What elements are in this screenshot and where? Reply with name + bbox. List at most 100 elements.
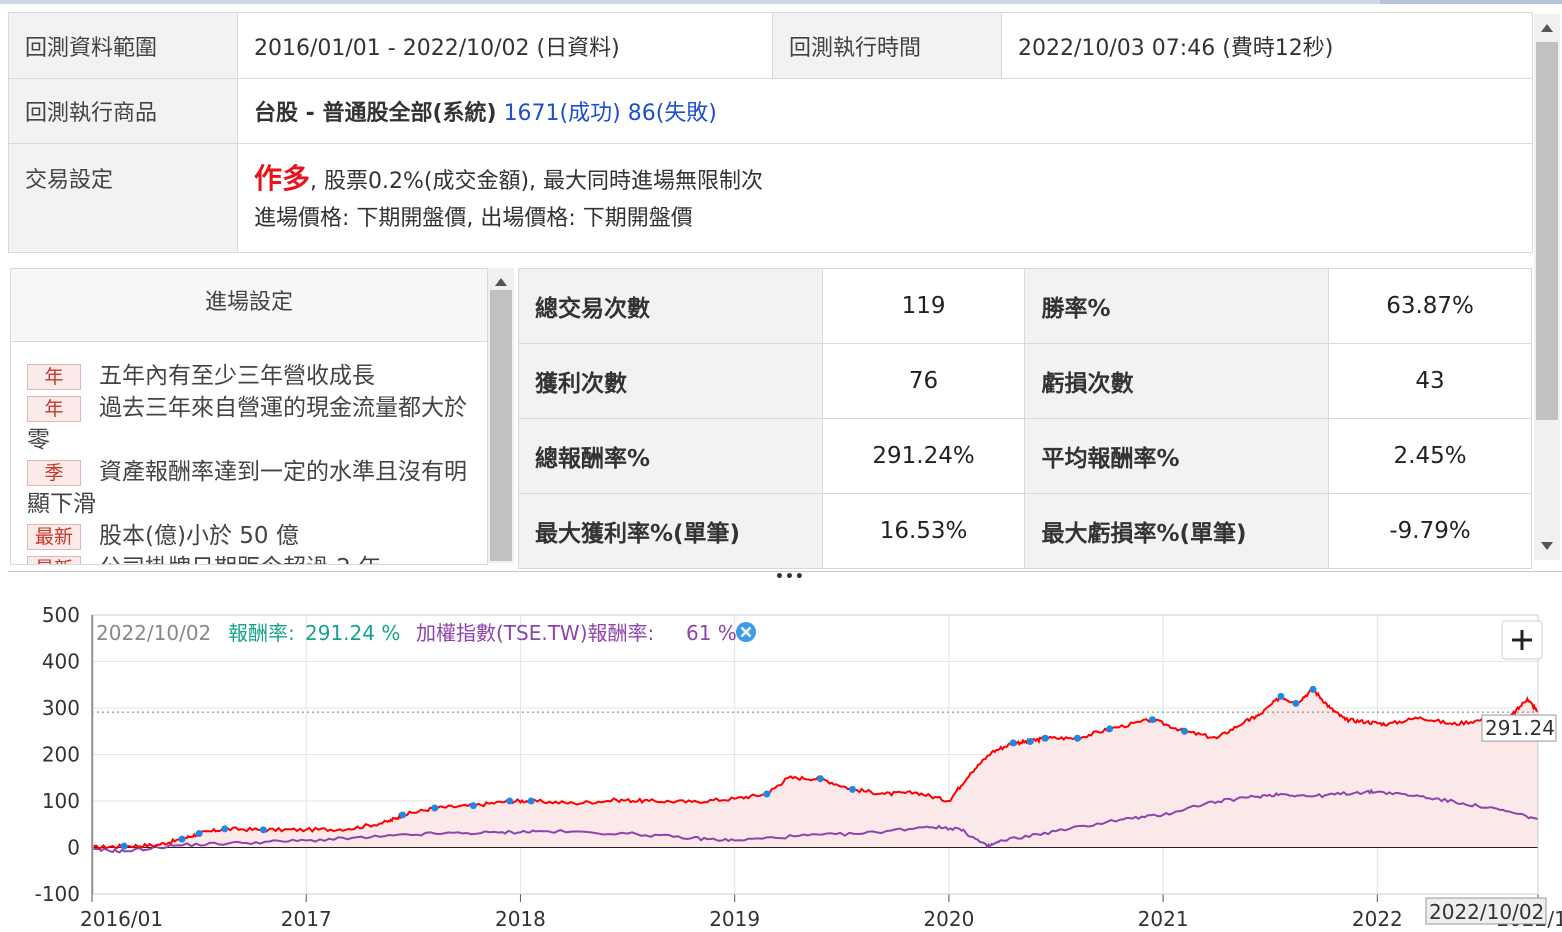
x-tick-label: 2017 [281, 907, 332, 931]
avg-return-label: 平均報酬率% [1024, 418, 1330, 494]
max-profit-value: 16.53% [821, 493, 1026, 569]
product-success-link[interactable]: 1671(成功) [503, 101, 621, 126]
trade-marker [1041, 734, 1049, 742]
avg-return-value: 2.45% [1328, 418, 1532, 494]
y-tick-label: 500 [42, 603, 80, 627]
condition-item: 年五年內有至少三年營收成長 [11, 360, 487, 392]
plus-icon[interactable] [1512, 630, 1532, 650]
top-bar-tab [1380, 0, 1562, 4]
profit-count-label: 獲利次數 [518, 343, 823, 419]
trade-label: 交易設定 [8, 143, 238, 253]
return-chart: 500 400 300 200 100 0 -100 2016/01 2017 2018 2019… [35, 603, 1562, 931]
trade-marker [259, 826, 267, 834]
x-tick-label: 2016/01 [80, 907, 163, 931]
total-return-value: 291.24% [821, 418, 1026, 494]
product-prefix: 台股 - 普通股全部(系統) [254, 101, 497, 126]
legend-index-value: 61 % [686, 621, 737, 645]
entry-scrollbar[interactable] [488, 268, 514, 563]
scroll-up-icon[interactable] [1541, 24, 1553, 32]
index-series-line [91, 788, 1539, 854]
y-tick-label: 200 [42, 743, 80, 767]
entry-scroll-thumb[interactable] [490, 290, 512, 561]
y-tick-label: -100 [35, 882, 80, 906]
legend-close-icon[interactable] [736, 622, 756, 642]
product-value: 台股 - 普通股全部(系統) 1671(成功) 86(失敗) [237, 78, 1533, 144]
resize-handle-icon[interactable]: ••• [775, 569, 805, 585]
x-tick-label: 2021 [1138, 907, 1189, 931]
trade-marker [848, 785, 856, 793]
scroll-thumb[interactable] [1536, 42, 1558, 420]
trade-marker [1148, 716, 1156, 724]
x-tick-label: 2022 [1352, 907, 1403, 931]
period-badge: 季 [27, 459, 81, 486]
trade-marker [1026, 737, 1034, 745]
range-label: 回測資料範圍 [8, 12, 238, 79]
y-tick-label: 0 [67, 836, 80, 860]
legend-date: 2022/10/02 [96, 621, 211, 645]
trade-marker [195, 830, 203, 838]
trade-marker [1292, 699, 1300, 707]
trade-value: 作多, 股票0.2%(成交金額), 最大同時進場無限制次 進場價格: 下期開盤價… [237, 143, 1533, 253]
profit-count-value: 76 [821, 343, 1026, 419]
win-rate-label: 勝率% [1024, 268, 1330, 344]
legend-strategy-value: 291.24 % [305, 621, 400, 645]
y-tick-label: 300 [42, 696, 80, 720]
trade-marker [1309, 685, 1317, 693]
period-badge: 最新 [27, 555, 81, 564]
trade-marker [1181, 727, 1189, 735]
main-scrollbar[interactable] [1534, 14, 1560, 560]
condition-text: 股本(億)小於 50 億 [99, 523, 299, 549]
entry-scroll-up-icon[interactable] [495, 278, 507, 286]
crosshair-date-text: 2022/10/02 [1429, 900, 1544, 924]
trade-line2: 進場價格: 下期開盤價, 出場價格: 下期開盤價 [254, 205, 693, 231]
trade-marker [1009, 739, 1017, 747]
range-value: 2016/01/01 - 2022/10/02 (日資料) [237, 12, 773, 79]
strategy-area [92, 689, 1538, 849]
period-badge: 年 [27, 363, 81, 390]
x-tick-label: 2018 [495, 907, 546, 931]
condition-text: 五年內有至少三年營收成長 [99, 363, 375, 389]
scroll-down-icon[interactable] [1541, 542, 1553, 550]
condition-text: 資產報酬率達到一定的水準且沒有明顯下滑 [27, 459, 467, 517]
legend-index-label: 加權指數(TSE.TW)報酬率: [416, 621, 654, 645]
last-value-text: 291.24 [1485, 716, 1555, 740]
condition-item: 最新 公司掛牌日期距今超過 2 年 [11, 552, 487, 564]
trade-marker [506, 797, 514, 805]
trade-marker [469, 802, 477, 810]
condition-text: 過去三年來自營運的現金流量都大於零 [27, 395, 467, 453]
total-trades-label: 總交易次數 [518, 268, 823, 344]
plot-frame [92, 614, 1539, 895]
trade-marker [1073, 734, 1081, 742]
trade-marker [1277, 692, 1285, 700]
max-loss-value: -9.79% [1328, 493, 1532, 569]
max-loss-label: 最大虧損率%(單筆) [1024, 493, 1330, 569]
product-label: 回測執行商品 [8, 78, 238, 144]
total-trades-value: 119 [821, 268, 1026, 344]
trade-direction: 作多 [254, 161, 311, 195]
trade-line1: , 股票0.2%(成交金額), 最大同時進場無限制次 [310, 168, 764, 194]
exec-time-label: 回測執行時間 [772, 12, 1002, 79]
condition-item: 季資產報酬率達到一定的水準且沒有明顯下滑 [11, 456, 487, 520]
legend-strategy-label: 報酬率: [228, 621, 295, 645]
win-rate-value: 63.87% [1328, 268, 1532, 344]
panel-divider[interactable] [8, 571, 1562, 572]
x-tick-label: 2019 [709, 907, 760, 931]
trade-marker [120, 842, 128, 850]
trade-marker [399, 811, 407, 819]
zoom-in-button[interactable] [1501, 620, 1543, 660]
trade-marker [763, 790, 771, 798]
backtest-info-table: 回測資料範圍 2016/01/01 - 2022/10/02 (日資料) 回測執… [8, 12, 1533, 253]
loss-count-label: 虧損次數 [1024, 343, 1330, 419]
condition-item: 年過去三年來自營運的現金流量都大於零 [11, 392, 487, 456]
x-tick-label: 2020 [923, 907, 974, 931]
trade-marker [527, 797, 535, 805]
crosshair-date-flag: 2022/10/02 [1425, 897, 1547, 925]
total-return-label: 總報酬率% [518, 418, 823, 494]
trade-marker [1106, 725, 1114, 733]
entry-settings-panel: 進場設定 年五年內有至少三年營收成長 年過去三年來自營運的現金流量都大於零 季資… [10, 268, 488, 565]
product-fail-link[interactable]: 86(失敗) [627, 101, 717, 126]
exec-time-value: 2022/10/03 07:46 (費時12秒) [1001, 12, 1533, 79]
trade-marker [431, 804, 439, 812]
loss-count-value: 43 [1328, 343, 1532, 419]
period-badge: 年 [27, 395, 81, 422]
